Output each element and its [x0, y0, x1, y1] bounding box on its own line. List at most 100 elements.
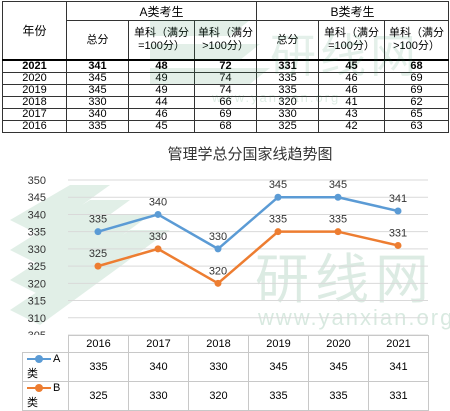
- data-point: [334, 193, 342, 201]
- data-label: 330: [209, 231, 227, 243]
- cell-b-total: 330: [256, 108, 320, 121]
- data-table-header-row: 2016 2017 2018 2019 2020 2021: [22, 335, 429, 353]
- table-row: 2016 335 45 68 325 42 63: [2, 120, 450, 133]
- cell-a-s1: 48: [128, 59, 195, 73]
- a-single-over100-header: 单科（满分>100分）: [193, 20, 258, 61]
- data-cell: 335: [68, 352, 129, 382]
- cell-b-total: 325: [256, 120, 320, 133]
- cell-a-total: 341: [66, 59, 129, 73]
- watermark-logo-chart: [10, 185, 170, 325]
- cell-a-s2: 74: [193, 84, 258, 97]
- cell-b-s1: 45: [318, 59, 386, 73]
- data-point: [394, 241, 402, 249]
- data-label: 335: [269, 214, 287, 226]
- cell-year: 2019: [2, 84, 67, 97]
- cell-a-s2: 66: [193, 96, 258, 109]
- cell-a-s1: 49: [128, 84, 195, 97]
- cell-b-total: 320: [256, 96, 320, 109]
- y-tick-label: 310: [28, 313, 46, 325]
- data-cell: 320: [188, 381, 249, 411]
- data-point: [274, 228, 282, 236]
- data-table-corner: [22, 335, 69, 353]
- legend-swatch-a: [27, 354, 51, 364]
- category-label: 2020: [308, 335, 369, 353]
- cell-b-total: 331: [256, 59, 320, 73]
- cell-year: 2021: [2, 59, 67, 73]
- cell-year: 2018: [2, 96, 67, 109]
- legend-swatch-b: [27, 383, 51, 393]
- table-row: 2021 341 48 72 331 45 68: [2, 59, 450, 73]
- y-tick-label: 335: [28, 227, 46, 239]
- data-point: [94, 262, 102, 270]
- cell-a-s2: 74: [193, 72, 258, 85]
- a-single-100-header: 单科（满分=100分）: [128, 20, 195, 61]
- data-label: 341: [389, 193, 407, 205]
- data-table-row-a: A类 335 340 330 345 345 341: [22, 352, 429, 382]
- data-label: 345: [329, 179, 347, 191]
- data-cell: 330: [128, 381, 189, 411]
- data-point: [394, 207, 402, 215]
- cell-b-s1: 46: [318, 72, 386, 85]
- data-label: 330: [149, 231, 167, 243]
- cell-a-s2: 72: [193, 59, 258, 73]
- data-cell: 325: [68, 381, 129, 411]
- cell-b-s1: 42: [318, 120, 386, 133]
- cell-b-s2: 69: [384, 72, 450, 85]
- group-b-header: B类考生: [256, 1, 450, 21]
- cell-b-s2: 65: [384, 108, 450, 121]
- category-label: 2019: [248, 335, 309, 353]
- data-cell: 330: [188, 352, 249, 382]
- cell-year: 2016: [2, 120, 67, 133]
- cell-a-total: 330: [66, 96, 129, 109]
- data-cell: 335: [308, 381, 369, 411]
- cell-a-s1: 44: [128, 96, 195, 109]
- series-line: [97, 195, 399, 251]
- cell-year: 2020: [2, 72, 67, 85]
- data-point: [274, 193, 282, 201]
- cell-b-s2: 62: [384, 96, 450, 109]
- data-cell: 345: [248, 352, 309, 382]
- data-label: 345: [269, 179, 287, 191]
- cell-a-s2: 68: [193, 120, 258, 133]
- cell-a-total: 345: [66, 72, 129, 85]
- y-tick-label: 345: [28, 192, 46, 204]
- table-row: 2018 330 44 66 320 41 62: [2, 96, 450, 109]
- data-label: 320: [209, 265, 227, 277]
- cell-b-s2: 69: [384, 84, 450, 97]
- data-point: [154, 210, 162, 218]
- cell-a-s1: 49: [128, 72, 195, 85]
- watermark-brand-chart: 研线网: [255, 250, 435, 310]
- cell-a-s1: 46: [128, 108, 195, 121]
- cell-a-total: 345: [66, 84, 129, 97]
- category-label: 2016: [68, 335, 129, 353]
- y-tick-label: 305: [28, 330, 46, 335]
- cell-a-s1: 45: [128, 120, 195, 133]
- data-label: 335: [329, 214, 347, 226]
- data-cell: 340: [128, 352, 189, 382]
- cell-b-s1: 46: [318, 84, 386, 97]
- cell-b-total: 335: [256, 84, 320, 97]
- data-label: 340: [149, 196, 167, 208]
- y-tick-label: 350: [28, 175, 46, 187]
- y-tick-label: 315: [28, 296, 46, 308]
- cell-a-total: 335: [66, 120, 129, 133]
- table-row: 2019 345 49 74 335 46 69: [2, 84, 450, 97]
- cell-b-s1: 41: [318, 96, 386, 109]
- category-label: 2021: [368, 335, 429, 353]
- legend-item-b: B类: [22, 381, 69, 411]
- data-cell: 341: [368, 352, 429, 382]
- cell-a-total: 340: [66, 108, 129, 121]
- watermark-logo-chart-stripes: [10, 185, 170, 325]
- data-point: [334, 228, 342, 236]
- category-label: 2017: [128, 335, 189, 353]
- legend-label-a: A类: [27, 353, 61, 380]
- group-a-header: A类考生: [65, 1, 258, 21]
- score-table: 年份 A类考生 B类考生 总分 单科（满分=100分） 单科（满分>100分） …: [2, 1, 450, 133]
- cell-b-total: 335: [256, 72, 320, 85]
- data-point: [94, 228, 102, 236]
- data-cell: 331: [368, 381, 429, 411]
- data-label: 325: [89, 248, 107, 260]
- b-single-100-header: 单科（满分=100分）: [318, 20, 386, 61]
- b-total-header: 总分: [256, 20, 320, 61]
- chart-title: 管理学总分国家线趋势图: [167, 146, 332, 163]
